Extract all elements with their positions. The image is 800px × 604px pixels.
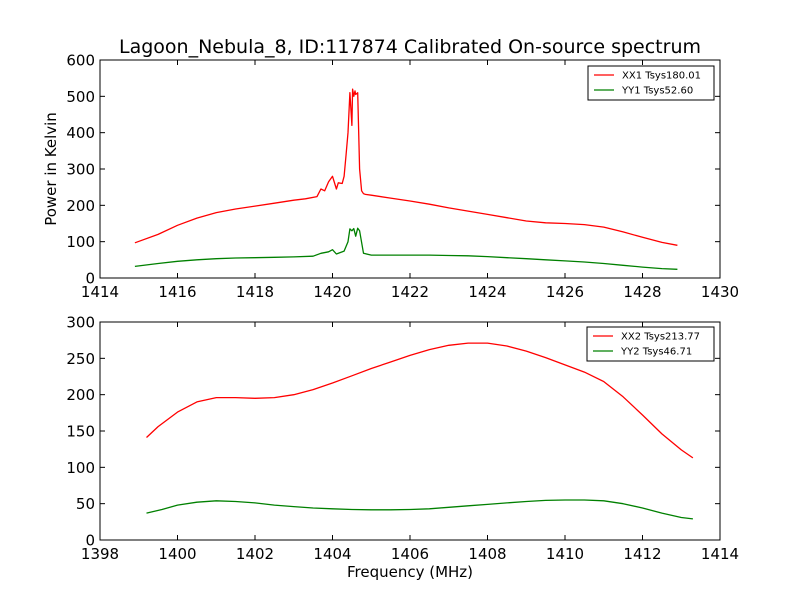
x-tick-labels: 1414 1416 1418 1420 1422 1424 1426 1428 1430 (81, 283, 739, 301)
y-tick-label: 500 (66, 88, 95, 106)
x-tick-label: 1418 (236, 283, 274, 301)
y-tick-label: 600 (66, 52, 95, 70)
y-tick-label: 50 (76, 495, 95, 513)
x-tick-label: 1398 (81, 545, 119, 563)
y-tick-label: 200 (66, 386, 95, 404)
legend-box (586, 326, 715, 362)
legend-label-xx2: XX2 Tsys213.77 (621, 332, 700, 343)
x-tick-label: 1410 (546, 545, 584, 563)
x-tick-label: 1400 (158, 545, 196, 563)
legend-label-xx1: XX1 Tsys180.01 (622, 71, 701, 82)
x-tick-labels: 1398 1400 1402 1404 1406 1408 1410 1412 1414 (81, 545, 739, 563)
x-tick-label: 1404 (313, 545, 351, 563)
x-tick-label: 1416 (158, 283, 196, 301)
y-axis-label: Power in Kelvin (42, 112, 60, 226)
x-axis-label: Frequency (MHz) (347, 563, 473, 581)
y-tick-label: 100 (66, 459, 95, 477)
x-tick-label: 1426 (546, 283, 584, 301)
y-tick-label: 250 (66, 350, 95, 368)
y-tick-labels: 0 100 200 300 400 500 600 (66, 52, 95, 288)
x-tick-label: 1414 (701, 545, 739, 563)
legend: XX1 Tsys180.01 YY1 Tsys52.60 (587, 65, 715, 101)
y-tick-label: 400 (66, 124, 95, 142)
series-lines (146, 342, 694, 520)
x-tick-label: 1430 (701, 283, 739, 301)
y-tick-label: 150 (66, 423, 95, 441)
x-tick-label: 1422 (391, 283, 429, 301)
plot-frame (99, 321, 721, 541)
legend-label-yy1: YY1 Tsys52.60 (621, 86, 693, 97)
plot-frame (99, 59, 721, 279)
y-tick-label: 0 (85, 532, 95, 550)
series-line-yy1 (134, 227, 678, 270)
series-line-xx1 (134, 88, 678, 246)
y-tick-label: 200 (66, 197, 95, 215)
x-tick-label: 1420 (313, 283, 351, 301)
x-tick-label: 1428 (623, 283, 661, 301)
x-tick-label: 1414 (81, 283, 119, 301)
y-tick-label: 300 (66, 161, 95, 179)
series-lines (134, 88, 678, 270)
x-tick-label: 1408 (468, 545, 506, 563)
y-tick-label: 100 (66, 233, 95, 251)
series-line-xx2 (146, 342, 694, 459)
legend-box (587, 65, 715, 101)
legend: XX2 Tsys213.77 YY2 Tsys46.71 (586, 326, 715, 362)
y-tick-labels: 0 50 100 150 200 250 300 (66, 314, 95, 550)
x-tick-label: 1424 (468, 283, 506, 301)
subplot-bottom: Frequency (MHz) 1398 1400 1402 1404 1406 1408… (66, 314, 739, 582)
y-tick-label: 300 (66, 314, 95, 332)
x-tick-label: 1402 (236, 545, 274, 563)
chart-title: Lagoon_Nebula_8, ID:117874 Calibrated On… (119, 36, 701, 58)
legend-label-yy2: YY2 Tsys46.71 (620, 347, 692, 358)
series-line-yy2 (146, 499, 693, 520)
x-tick-label: 1412 (623, 545, 661, 563)
x-tick-label: 1406 (391, 545, 429, 563)
y-tick-label: 0 (85, 270, 95, 288)
subplot-top: Lagoon_Nebula_8, ID:117874 Calibrated On… (42, 36, 739, 301)
